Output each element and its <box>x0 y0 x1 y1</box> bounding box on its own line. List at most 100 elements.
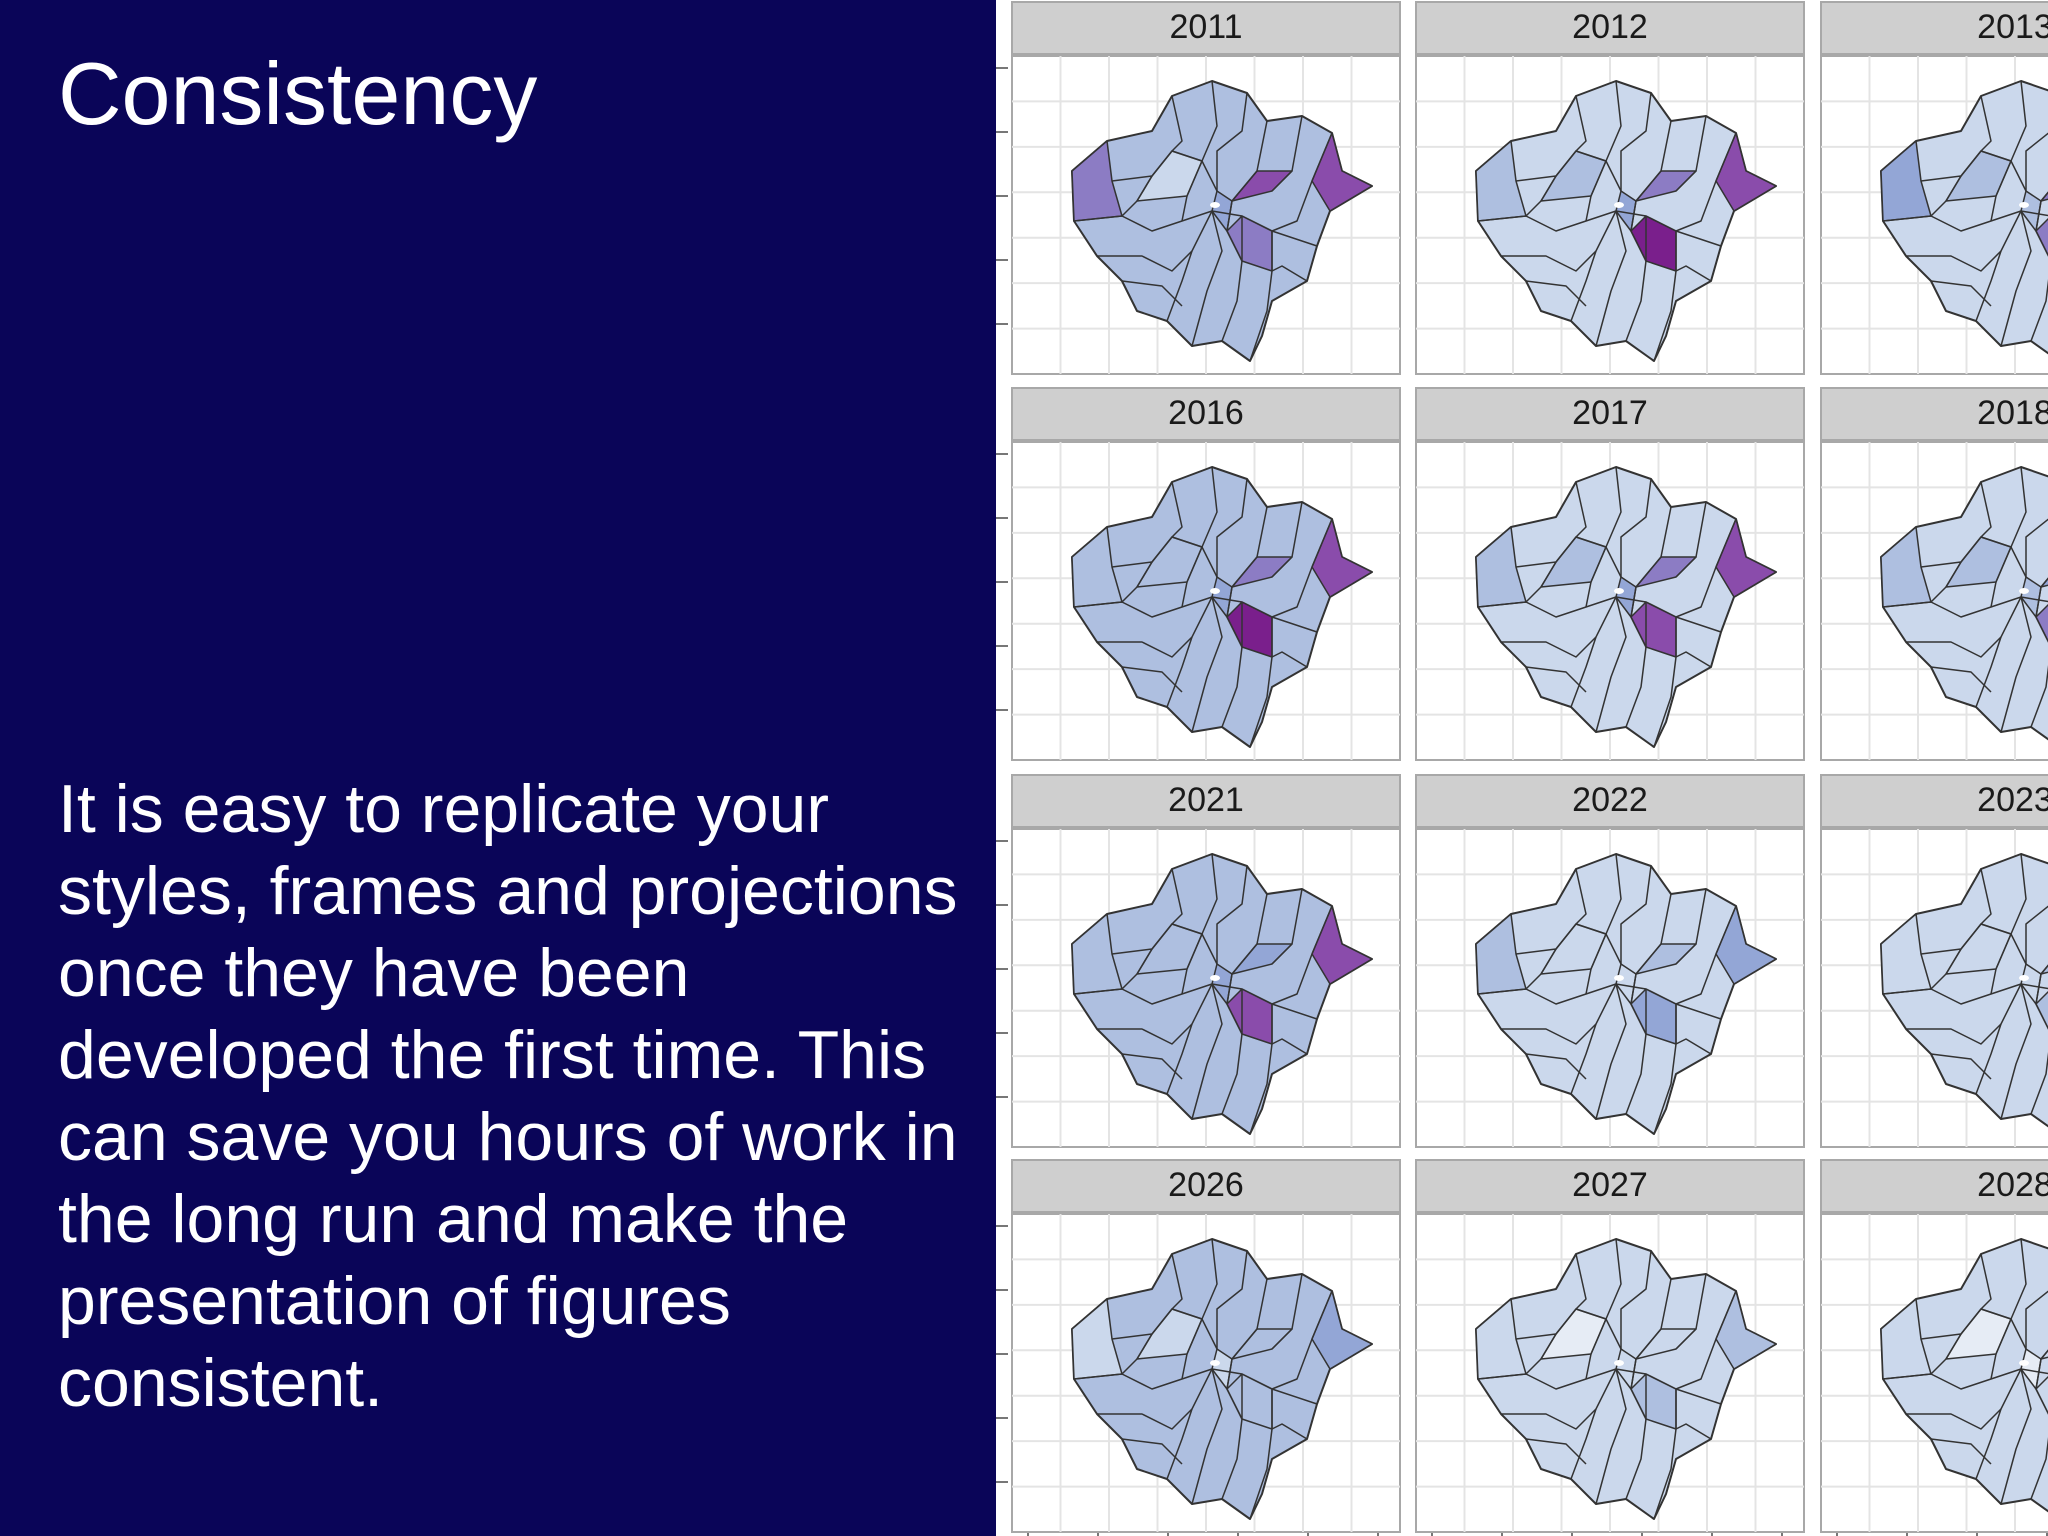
borough-border <box>2025 1290 2048 1349</box>
borough-border <box>2000 1368 2032 1505</box>
borough-border <box>1605 466 1622 548</box>
borough-border <box>1271 651 1308 668</box>
borough-border <box>1121 948 1153 990</box>
borough-border <box>2035 1358 2048 1415</box>
borough-border <box>1271 1273 1303 1350</box>
borough-map <box>1071 466 1373 748</box>
facet-panel: 2026 <box>1011 1159 1401 1533</box>
borough-border <box>1231 120 1268 202</box>
facet-strip-label: 2028 <box>1977 1166 2048 1204</box>
borough-border <box>2000 596 2032 733</box>
facet-strip-label: 2017 <box>1572 394 1648 432</box>
borough-border <box>1271 265 1308 282</box>
facet-strip <box>1820 774 2048 828</box>
facet-strip <box>1820 1159 2048 1213</box>
borough-border <box>1226 200 1243 262</box>
facet-panel: 2017 <box>1415 387 1805 761</box>
borough-border <box>1675 1038 1712 1055</box>
city-marker <box>1210 202 1220 208</box>
facet-strip-label: 2013 <box>1977 8 2048 46</box>
borough-border <box>1882 596 2048 618</box>
slide-body-text: It is easy to replicate your styles, fra… <box>58 771 958 1421</box>
facet-strip <box>1820 387 2048 441</box>
borough-border <box>1630 586 1647 648</box>
borough-border <box>1477 210 1722 247</box>
borough-border <box>1585 160 1607 222</box>
borough-border <box>2035 973 2048 1030</box>
borough-border <box>2025 905 2048 964</box>
facet-strip-label: 2023 <box>1977 781 2048 819</box>
borough-border <box>2035 200 2048 257</box>
borough-border <box>1477 1368 1722 1405</box>
borough-region <box>2035 603 2048 643</box>
borough-border <box>1191 983 1223 1120</box>
borough-border <box>1630 973 1647 1035</box>
borough-border <box>1073 1368 1318 1405</box>
borough-border <box>1605 853 1622 935</box>
city-marker <box>2019 588 2029 594</box>
borough-map <box>1071 853 1373 1135</box>
borough-map <box>1071 80 1373 362</box>
borough-border <box>1121 1333 1153 1375</box>
facet-strip <box>1011 774 1401 828</box>
borough-border <box>1585 546 1607 608</box>
borough-border <box>1216 1250 1248 1349</box>
borough-border <box>1990 1318 2012 1380</box>
borough-border <box>1930 1333 1962 1375</box>
borough-border <box>1501 596 1617 658</box>
borough-border <box>2010 853 2027 935</box>
borough-border <box>1575 481 1587 538</box>
borough-map <box>1475 1238 1777 1520</box>
borough-border <box>1930 948 1962 990</box>
borough-map <box>1071 1238 1373 1520</box>
borough-region <box>2035 1375 2048 1415</box>
borough-border <box>1675 905 1737 1005</box>
borough-border <box>1882 983 2048 1005</box>
borough-border <box>1675 888 1707 965</box>
facet-strip-label: 2011 <box>1169 8 1242 46</box>
facet-panel: 2027 <box>1415 1159 1805 1533</box>
borough-border <box>1231 893 1268 975</box>
borough-border <box>1191 210 1223 347</box>
borough-border <box>1249 1389 1273 1520</box>
borough-border <box>1635 506 1672 588</box>
borough-border <box>2010 80 2027 162</box>
borough-border <box>1271 1423 1308 1440</box>
borough-border <box>1271 1290 1333 1390</box>
borough-border <box>1525 561 1557 603</box>
facet-panel: 2018 <box>1820 387 2048 761</box>
borough-border <box>1171 868 1183 925</box>
city-marker <box>1614 975 1624 981</box>
borough-border <box>1097 1368 1213 1430</box>
borough-border <box>1653 617 1677 748</box>
borough-border <box>2000 210 2032 347</box>
facet-panel: 2016 <box>1011 387 1401 761</box>
borough-border <box>1975 250 2002 322</box>
slide-title: Consistency <box>58 44 538 143</box>
borough-border <box>2025 132 2048 191</box>
borough-border <box>1249 231 1273 362</box>
borough-border <box>1271 501 1303 578</box>
borough-border <box>1477 596 1722 633</box>
borough-border <box>1171 1253 1183 1310</box>
borough-border <box>1675 265 1712 282</box>
borough-border <box>1525 948 1557 990</box>
borough-border <box>1181 160 1203 222</box>
facet-strip-label: 2021 <box>1168 781 1244 819</box>
borough-border <box>1226 586 1243 648</box>
borough-border <box>1585 1318 1607 1380</box>
borough-border <box>1073 983 1318 1020</box>
borough-border <box>1271 132 1333 232</box>
facet-panel: 2021 <box>1011 774 1401 1148</box>
borough-border <box>1605 80 1622 162</box>
borough-border <box>1097 983 1213 1045</box>
borough-border <box>1882 210 2048 232</box>
borough-border <box>1930 561 1962 603</box>
facet-strip-label: 2022 <box>1572 781 1648 819</box>
borough-border <box>1975 1408 2002 1480</box>
borough-border <box>1595 983 1627 1120</box>
borough-border <box>1501 983 1617 1045</box>
borough-border <box>1635 120 1672 202</box>
borough-border <box>1221 602 1243 728</box>
city-marker <box>1614 1360 1624 1366</box>
